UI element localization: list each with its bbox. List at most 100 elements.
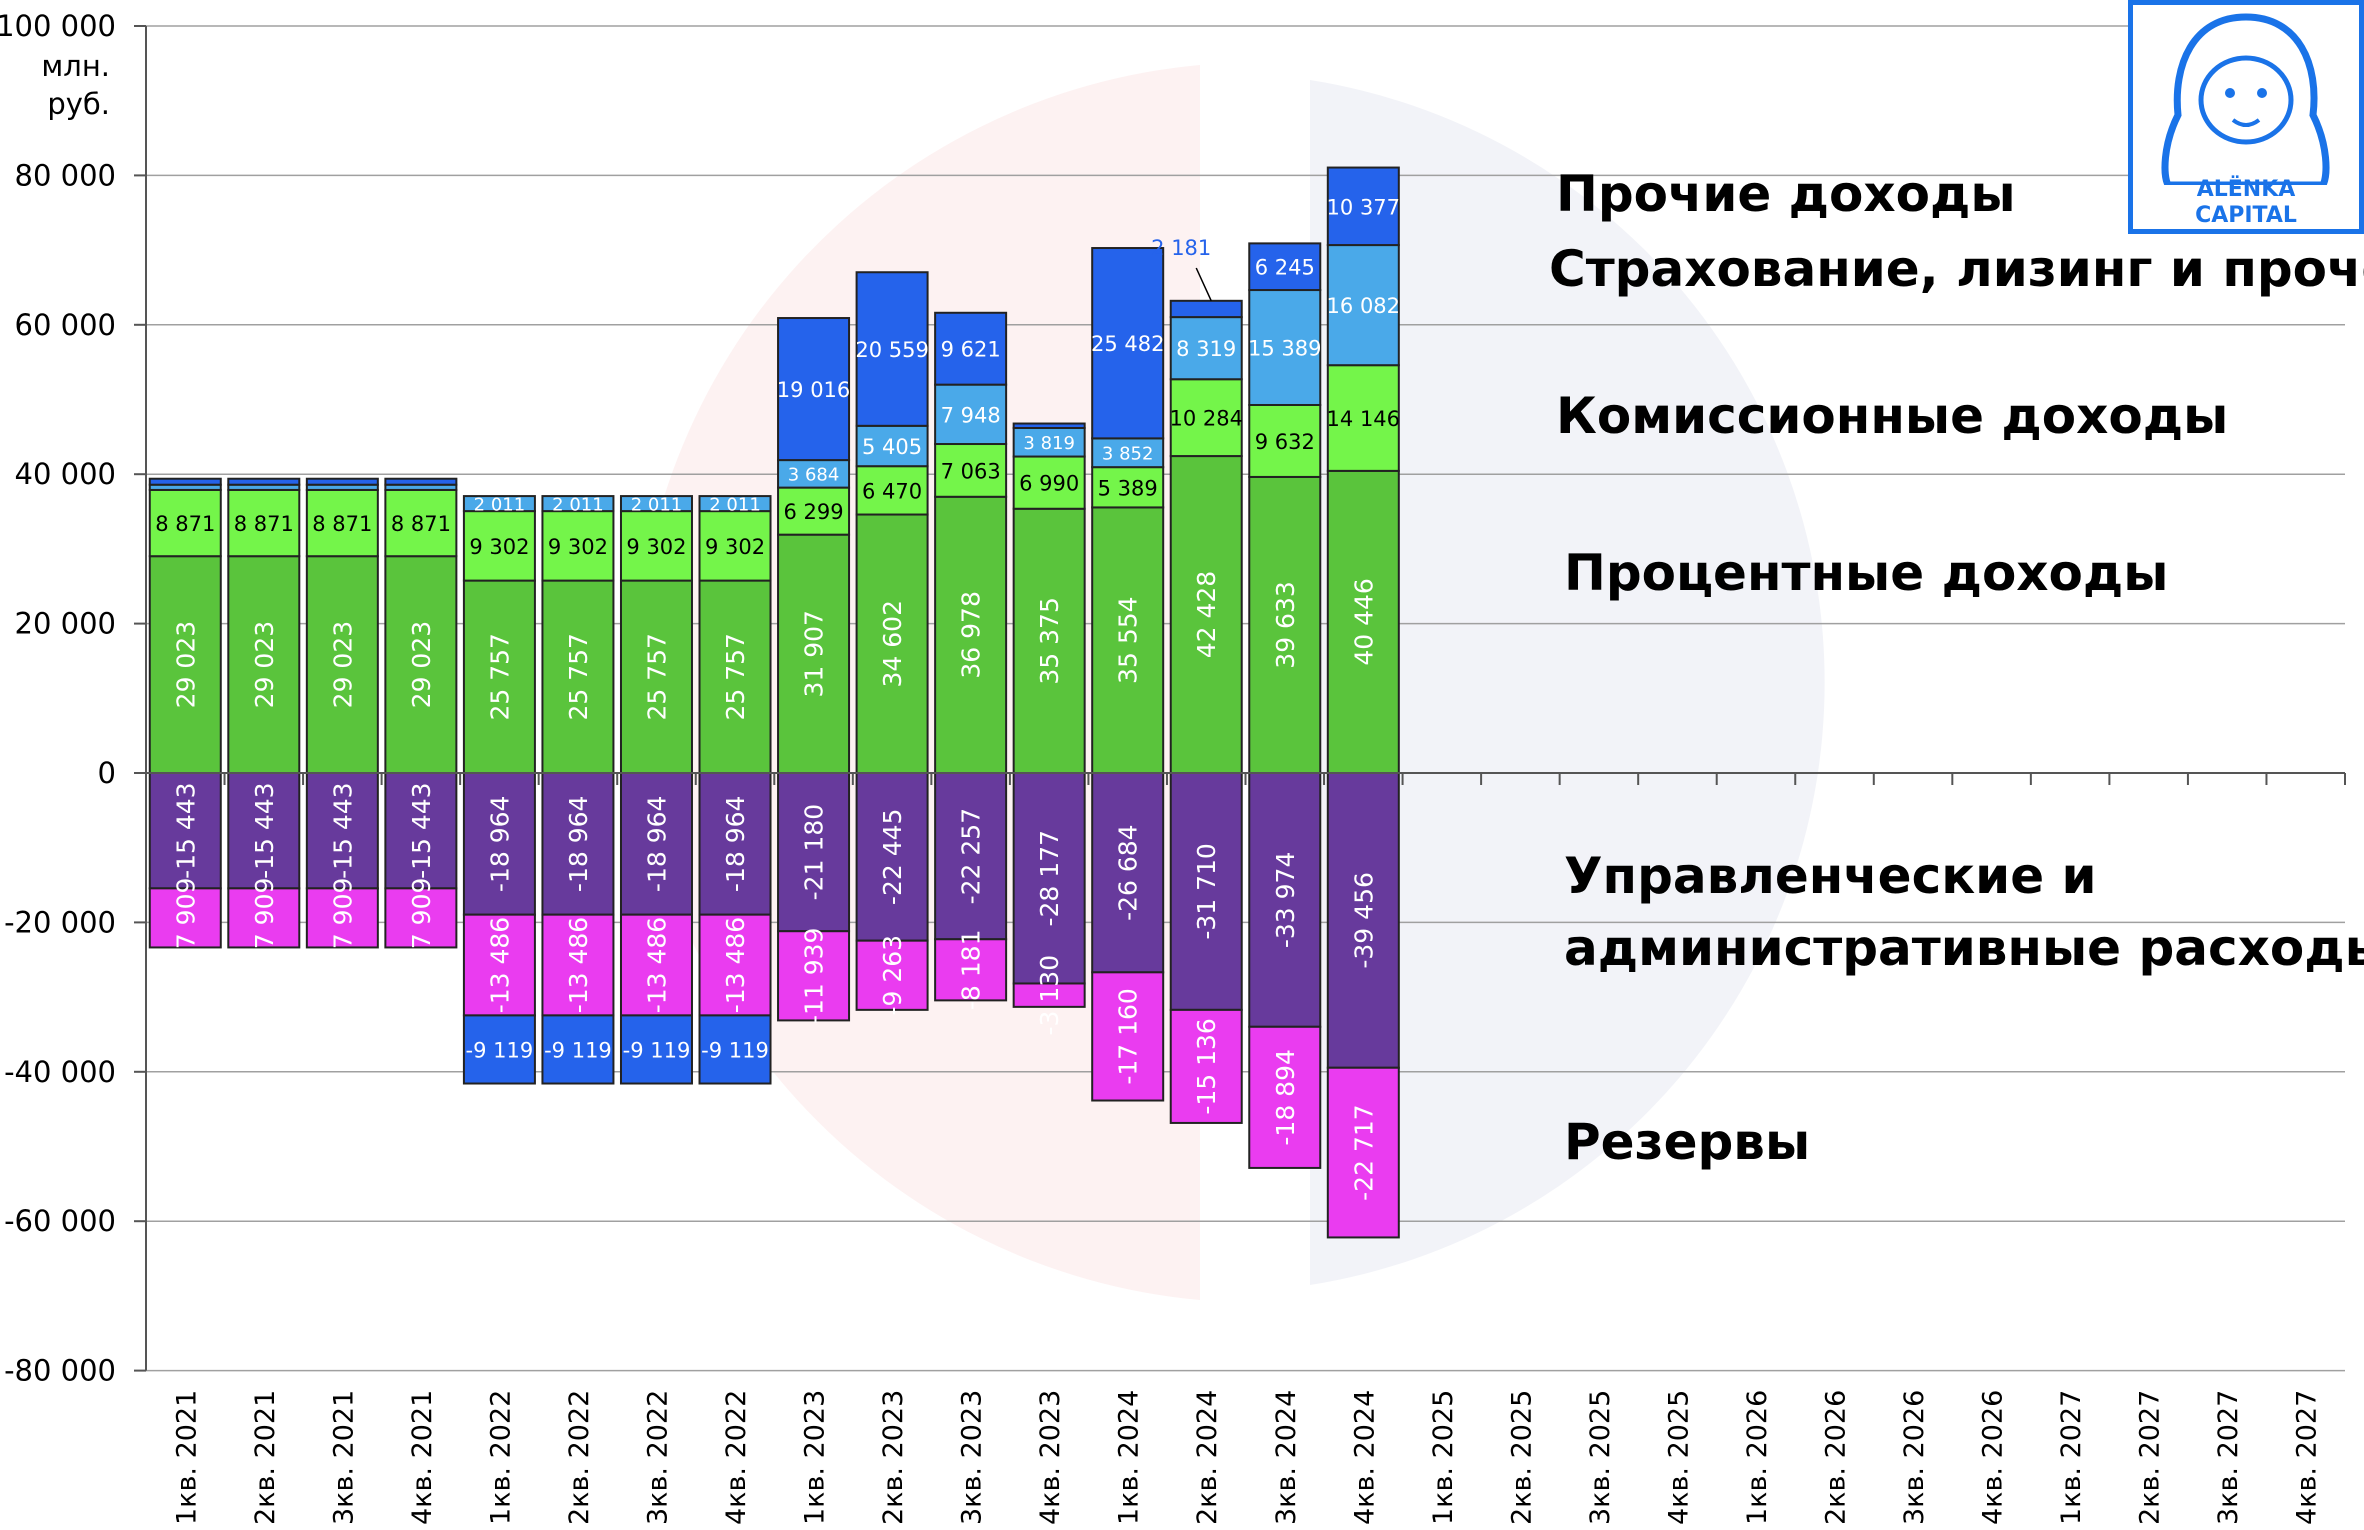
data-label: 2 011: [552, 494, 604, 515]
data-label: 39 633: [1271, 581, 1300, 668]
data-label: -9 119: [466, 1038, 534, 1062]
data-label: 6 299: [783, 500, 843, 524]
data-label: -9 263: [878, 935, 907, 1016]
x-tick-label: 4кв. 2023: [1035, 1390, 1066, 1525]
data-label: 29 023: [407, 621, 436, 708]
data-label: 9 302: [626, 535, 686, 559]
y-tick-label: -80 000: [4, 1354, 116, 1388]
matryoshka-icon: [2161, 13, 2330, 185]
data-label: 3 852: [1102, 444, 1154, 465]
bar-segment: [1169, 455, 1243, 774]
bar-segment: [1169, 299, 1243, 319]
data-label: -9 119: [623, 1038, 691, 1062]
bar-segment: [777, 317, 851, 462]
data-label: 25 482: [1091, 332, 1164, 356]
bar-segment: [1326, 1066, 1400, 1239]
legend-admin-expenses-line1: Управленческие и: [1564, 847, 2097, 905]
data-label: 3 819: [1023, 433, 1075, 454]
x-tick-label: 4кв. 2022: [721, 1390, 752, 1525]
data-label: -18 894: [1271, 1049, 1300, 1146]
bar-segment: [541, 495, 615, 513]
data-label: -13 486: [642, 917, 671, 1014]
bar-segment: [462, 772, 536, 916]
data-label: -18 964: [564, 796, 593, 893]
x-tick-label: 3кв. 2027: [2213, 1390, 2244, 1525]
data-label: 34 602: [878, 600, 907, 687]
data-label: -13 486: [485, 917, 514, 1014]
data-label: 42 428: [1192, 571, 1221, 658]
data-label: 3 684: [788, 465, 840, 486]
bar-segment: [305, 477, 379, 486]
bar-segment: [1012, 422, 1086, 430]
bar-segment: [855, 939, 929, 1011]
x-tick-label: 1кв. 2024: [1114, 1390, 1145, 1525]
y-tick-label: -60 000: [4, 1204, 116, 1238]
data-label: -39 456: [1349, 872, 1378, 969]
data-label: -28 177: [1035, 830, 1064, 927]
data-label: -7 909: [328, 878, 357, 959]
data-label: -8 181: [957, 930, 986, 1011]
x-tick-label: 3кв. 2026: [1899, 1390, 1930, 1525]
bar-segment: [384, 477, 458, 486]
bar-segment: [384, 772, 458, 890]
bar-segment: [541, 772, 615, 916]
data-label: -22 445: [878, 809, 907, 906]
data-label: 5 405: [862, 435, 922, 459]
x-tick-label: 3кв. 2023: [957, 1390, 988, 1525]
data-label: -13 486: [564, 917, 593, 1014]
data-label: 6 470: [862, 479, 922, 503]
bar-segment: [619, 510, 693, 582]
data-label: 7 063: [941, 459, 1001, 483]
bar-segment: [934, 311, 1008, 386]
y-unit-label: млн.: [41, 49, 110, 83]
x-tick-label: 4кв. 2024: [1349, 1390, 1380, 1525]
bar-segment: [541, 1014, 615, 1085]
logo-text: CAPITAL: [2195, 203, 2297, 228]
bar-segment: [541, 579, 615, 774]
bar-segment: [227, 555, 301, 774]
bar-segment: [541, 510, 615, 582]
x-tick-label: 2кв. 2026: [1821, 1390, 1852, 1525]
x-tick-label: 2кв. 2027: [2135, 1390, 2166, 1525]
data-label: -18 964: [642, 796, 671, 893]
data-label: -22 257: [957, 808, 986, 905]
x-tick-label: 1кв. 2021: [171, 1390, 202, 1525]
data-label: 36 978: [957, 591, 986, 678]
y-tick-label: -20 000: [4, 905, 116, 939]
bar-segment: [855, 772, 929, 942]
bar-segment: [1169, 772, 1243, 1011]
bar-segment: [1326, 469, 1400, 774]
bar-segment: [698, 913, 772, 1017]
data-label: 31 907: [800, 610, 829, 697]
data-label: 29 023: [328, 621, 357, 708]
data-label: 9 621: [941, 338, 1001, 362]
data-label: 5 389: [1098, 476, 1158, 500]
bar-segment: [1248, 242, 1322, 292]
x-tick-label: 1кв. 2025: [1428, 1390, 1459, 1525]
bar-segment: [934, 383, 1008, 446]
bar-segment: [1091, 247, 1165, 440]
y-tick-label: 80 000: [15, 158, 116, 192]
data-label: -33 974: [1271, 852, 1300, 949]
data-label: 25 757: [721, 633, 750, 720]
data-label: 16 082: [1327, 294, 1400, 318]
bar-segment: [384, 887, 458, 949]
data-label: -7 909: [407, 878, 436, 959]
bar-segment: [619, 1014, 693, 1085]
x-tick-label: 4кв. 2021: [407, 1390, 438, 1525]
bar-segment: [1091, 772, 1165, 974]
x-tick-label: 1кв. 2023: [800, 1390, 831, 1525]
bar-segment: [619, 495, 693, 513]
data-label: 2 181: [1151, 236, 1211, 260]
alenka-capital-logo: ALЁNKA CAPITAL: [2128, 0, 2364, 234]
x-tick-label: 4кв. 2027: [2292, 1390, 2323, 1525]
data-label: -21 180: [800, 804, 829, 901]
data-label: -7 909: [171, 878, 200, 959]
y-tick-label: 0: [98, 756, 116, 790]
x-tick-label: 2кв. 2021: [250, 1390, 281, 1525]
x-tick-label: 2кв. 2025: [1506, 1390, 1537, 1525]
x-tick-label: 3кв. 2022: [642, 1390, 673, 1525]
data-label: 2 011: [631, 494, 683, 515]
data-label: 15 389: [1248, 336, 1321, 360]
